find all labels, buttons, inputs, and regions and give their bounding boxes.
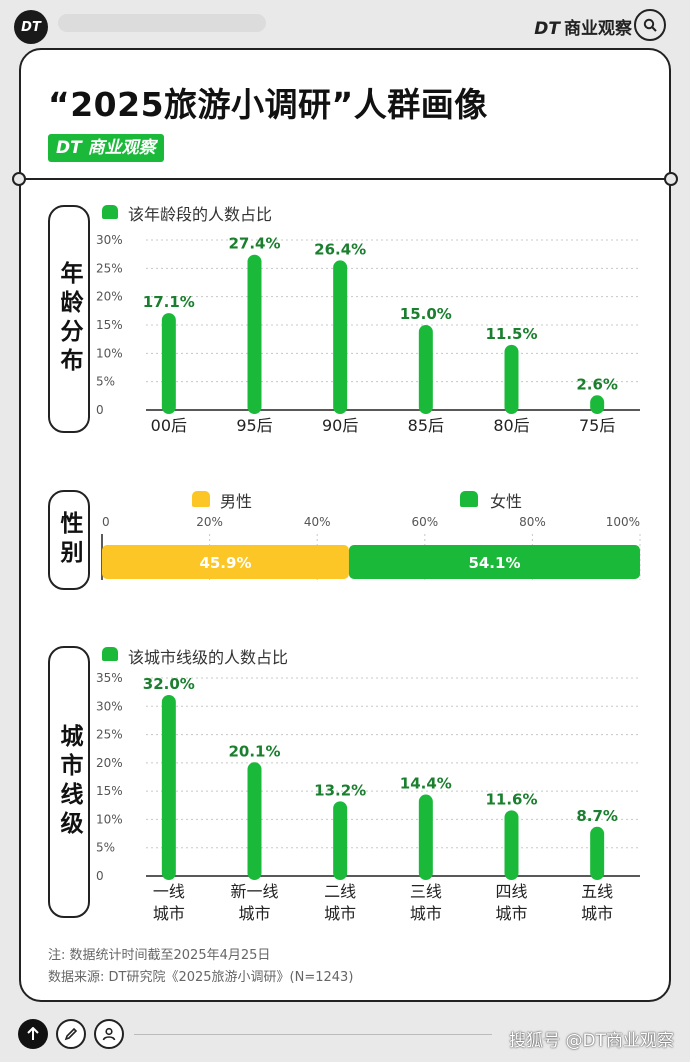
gender-chart: 0 20% 40% 60% 80% 100% 45.9% 54.1%: [101, 515, 641, 580]
y-tick-label: 0: [96, 869, 104, 883]
female-legend-label: 女性: [490, 492, 523, 511]
footnote-date: 注: 数据统计时间截至2025年4月25日: [48, 948, 271, 963]
city-legend-label: 该城市线级的人数占比: [128, 648, 289, 667]
y-tick-label: 5%: [96, 375, 115, 389]
city-section-label: 城市线级: [48, 646, 90, 918]
divider-notch-left: [12, 172, 26, 186]
brand-badge: DT 商业观察: [48, 134, 164, 162]
category-label: 85后: [408, 416, 444, 435]
bar: [333, 260, 348, 414]
age-section-label: 年龄分布: [48, 205, 90, 433]
arrow-up-icon[interactable]: [18, 1019, 48, 1049]
y-tick-label: 30%: [96, 233, 123, 247]
data-label: 14.4%: [400, 775, 452, 793]
top-search-pill[interactable]: [58, 14, 266, 32]
category-label: 城市: [238, 904, 270, 923]
data-label: 8.7%: [576, 807, 618, 825]
y-tick-label: 0: [96, 403, 104, 417]
y-tick-label: 30%: [96, 699, 123, 713]
y-tick-label: 10%: [96, 346, 123, 360]
bar: [333, 801, 348, 880]
stacked-bar-segment: [102, 545, 349, 579]
category-label: 城市: [410, 904, 442, 923]
footnote-source: 数据来源: DT研究院《2025旅游小调研》(N=1243): [48, 970, 354, 985]
search-icon[interactable]: [634, 9, 666, 41]
stacked-bar-segment: [348, 545, 640, 579]
category-label: 四线: [495, 882, 527, 901]
category-label: 75后: [579, 416, 615, 435]
category-label: 95后: [236, 416, 272, 435]
category-label: 城市: [153, 904, 185, 923]
x-tick-label: 0: [102, 515, 110, 529]
data-label: 2.6%: [576, 375, 618, 393]
age-distribution-chart: 30% 25% 20% 15% 10% 5% 0 17.1% 00后 27.4% 95后 26.4% 9…: [96, 233, 640, 435]
data-label: 32.0%: [143, 675, 195, 693]
bar: [247, 254, 262, 414]
data-label: 26.4%: [314, 240, 366, 258]
bar: [418, 794, 433, 880]
bar: [590, 395, 605, 414]
y-tick-label: 15%: [96, 784, 123, 798]
category-label: 90后: [322, 416, 358, 435]
brand-name: DT 商业观察: [534, 19, 632, 39]
data-label: 17.1%: [143, 293, 195, 311]
x-tick-label: 40%: [304, 515, 331, 529]
x-tick-label: 60%: [411, 515, 438, 529]
bar: [161, 313, 176, 414]
category-label: 城市: [581, 904, 613, 923]
page-title: “2025旅游小调研”人群画像: [48, 85, 488, 124]
age-legend-swatch: [102, 205, 118, 219]
category-label: 城市: [324, 904, 356, 923]
y-tick-label: 35%: [96, 671, 123, 685]
bar: [161, 694, 176, 880]
category-label: 城市: [495, 904, 527, 923]
y-tick-label: 20%: [96, 290, 123, 304]
y-tick-label: 5%: [96, 841, 115, 855]
category-label: 三线: [410, 882, 442, 901]
city-legend-swatch: [102, 647, 118, 661]
x-tick-label: 80%: [519, 515, 546, 529]
data-label: 13.2%: [314, 781, 366, 799]
data-label: 54.1%: [468, 554, 520, 572]
y-tick-label: 20%: [96, 756, 123, 770]
data-label: 20.1%: [228, 742, 280, 760]
bar: [504, 344, 519, 414]
male-legend-label: 男性: [220, 492, 253, 511]
title-divider: [19, 178, 671, 180]
category-label: 新一线: [230, 882, 278, 901]
data-label: 11.6%: [485, 790, 537, 808]
source-watermark: 搜狐号 @DT商业观察: [509, 1031, 674, 1051]
female-legend-swatch: [460, 491, 478, 507]
divider-notch-right: [664, 172, 678, 186]
bottom-line: [134, 1034, 492, 1035]
data-label: 27.4%: [228, 235, 280, 253]
pencil-icon[interactable]: [56, 1019, 86, 1049]
category-label: 一线: [153, 882, 185, 901]
category-label: 二线: [324, 882, 356, 901]
y-tick-label: 25%: [96, 728, 123, 742]
y-tick-label: 15%: [96, 318, 123, 332]
x-tick-label: 20%: [196, 515, 223, 529]
y-tick-label: 10%: [96, 812, 123, 826]
age-legend-label: 该年龄段的人数占比: [128, 205, 273, 224]
bar: [590, 826, 605, 880]
dt-logo[interactable]: DT: [14, 10, 48, 44]
x-tick-label: 100%: [606, 515, 640, 529]
user-icon[interactable]: [94, 1019, 124, 1049]
data-label: 15.0%: [400, 305, 452, 323]
category-label: 00后: [151, 416, 187, 435]
category-label: 80后: [493, 416, 529, 435]
male-legend-swatch: [192, 491, 210, 507]
bar: [418, 325, 433, 414]
y-tick-label: 25%: [96, 261, 123, 275]
bar: [247, 762, 262, 880]
data-label: 45.9%: [199, 554, 251, 572]
data-label: 11.5%: [485, 325, 537, 343]
bar: [504, 810, 519, 880]
category-label: 五线: [581, 882, 613, 901]
gender-section-label: 性别: [48, 490, 90, 590]
